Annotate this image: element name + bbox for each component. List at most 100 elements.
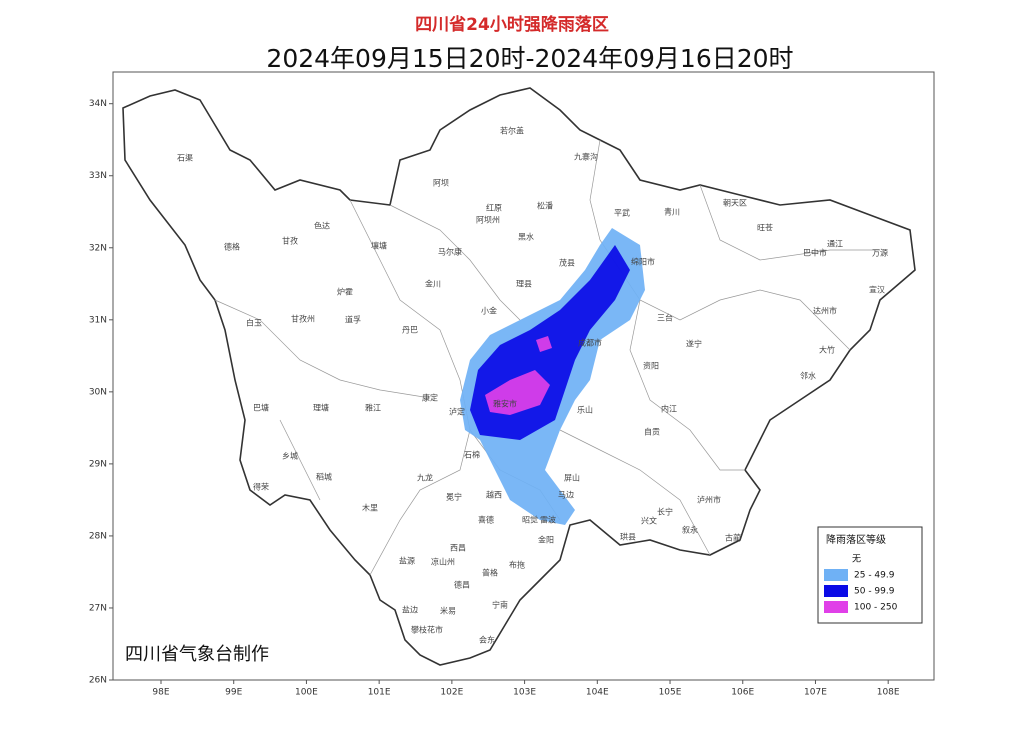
place-label: 古蔺: [725, 533, 741, 543]
place-label: 朝天区: [723, 199, 747, 208]
place-label: 稻城: [316, 472, 332, 482]
place-label: 色达: [314, 221, 330, 231]
place-label: 金川: [425, 279, 441, 289]
x-tick-label: 108E: [877, 688, 900, 698]
place-label: 丹巴: [402, 326, 418, 335]
legend-label: 50 - 99.9: [854, 587, 895, 597]
place-label: 旺苍: [757, 223, 773, 233]
place-label: 遂宁: [686, 339, 702, 349]
x-tick-label: 101E: [368, 688, 391, 698]
place-label: 成都市: [578, 338, 602, 348]
place-label: 小金: [481, 306, 497, 316]
place-label: 白玉: [246, 318, 262, 328]
place-label: 喜德: [478, 515, 494, 525]
x-tick-label: 99E: [225, 688, 242, 698]
y-tick-label: 33N: [89, 171, 107, 181]
place-label: 石棉: [464, 450, 480, 460]
x-tick-label: 102E: [440, 688, 463, 698]
x-tick-label: 107E: [804, 688, 827, 698]
place-label: 兴文: [641, 516, 657, 526]
place-label: 资阳: [643, 361, 659, 371]
legend-swatch: [824, 569, 848, 581]
place-label: 若尔盖: [500, 126, 524, 136]
legend-label: 无: [852, 554, 861, 565]
place-label: 壤塘: [371, 241, 387, 251]
place-label: 康定: [422, 393, 438, 403]
x-tick-label: 98E: [152, 688, 169, 698]
place-label: 盐源: [399, 556, 415, 566]
place-label: 内江: [661, 404, 677, 414]
title: 四川省24小时强降雨落区: [415, 14, 609, 35]
x-tick-label: 103E: [513, 688, 536, 698]
place-label: 叙永: [682, 525, 698, 535]
y-tick-label: 32N: [89, 243, 107, 253]
rain-area: [485, 370, 550, 415]
place-label: 松潘: [537, 201, 553, 211]
y-tick-label: 26N: [89, 676, 107, 686]
y-tick-label: 30N: [89, 387, 107, 397]
legend-title: 降雨落区等级: [826, 533, 886, 546]
subtitle: 2024年09月15日20时-2024年09月16日20时: [266, 44, 793, 73]
place-label: 昭觉: [522, 515, 538, 525]
place-label: 雅安市: [493, 399, 517, 409]
place-label: 金阳: [538, 535, 554, 545]
place-label: 甘孜州: [291, 314, 315, 324]
place-label: 道孚: [345, 315, 361, 325]
place-label: 会东: [479, 635, 495, 645]
place-label: 达州市: [813, 306, 837, 316]
y-tick-label: 31N: [89, 315, 107, 325]
place-label: 米易: [440, 606, 456, 616]
place-label: 黑水: [518, 232, 534, 242]
place-label: 越西: [486, 490, 502, 500]
place-label: 甘孜: [282, 236, 298, 246]
place-label: 九龙: [417, 473, 433, 483]
legend-swatch: [824, 601, 848, 613]
credit: 四川省气象台制作: [125, 644, 269, 665]
place-label: 马边: [558, 490, 574, 500]
place-label: 茂县: [559, 258, 575, 268]
place-label: 马尔康: [438, 247, 462, 257]
x-tick-label: 106E: [731, 688, 754, 698]
place-label: 木里: [362, 503, 378, 513]
legend-label: 100 - 250: [854, 603, 898, 613]
place-label: 德格: [224, 242, 240, 252]
place-label: 三台: [657, 313, 673, 323]
place-label: 巴塘: [253, 403, 269, 413]
place-label: 布拖: [509, 560, 525, 570]
place-label: 九寨沟: [574, 152, 598, 162]
place-label: 平武: [614, 208, 630, 218]
place-label: 雅江: [365, 403, 381, 413]
place-label: 大竹: [819, 345, 835, 355]
rain-area: [536, 336, 552, 352]
place-label: 泸州市: [697, 495, 721, 505]
place-label: 阿坝州: [476, 216, 500, 225]
place-label: 炉霍: [337, 287, 353, 297]
place-label: 盐边: [402, 605, 418, 615]
place-label: 石渠: [177, 153, 193, 163]
y-tick-label: 34N: [89, 99, 107, 109]
place-label: 普格: [482, 568, 498, 578]
place-label: 万源: [872, 249, 888, 258]
place-label: 珙县: [620, 532, 636, 542]
place-label: 长宁: [657, 507, 673, 517]
rain-areas: [460, 228, 645, 525]
place-label: 红原: [486, 203, 502, 213]
place-label: 宁南: [492, 600, 508, 610]
place-label: 宣汉: [869, 285, 885, 295]
legend-swatch: [824, 585, 848, 597]
x-tick-label: 105E: [659, 688, 682, 698]
place-label: 乐山: [577, 405, 593, 415]
y-tick-label: 29N: [89, 459, 107, 469]
place-label: 自贡: [644, 427, 660, 437]
place-label: 凉山州: [431, 557, 455, 567]
place-label: 雷波: [540, 515, 556, 525]
place-label: 乡城: [282, 452, 298, 461]
place-label: 德昌: [454, 580, 470, 590]
y-tick-label: 27N: [89, 603, 107, 613]
place-label: 绵阳市: [631, 257, 655, 267]
place-label: 阿坝: [433, 179, 449, 188]
place-label: 通江: [827, 239, 843, 249]
legend-label: 25 - 49.9: [854, 571, 895, 581]
y-tick-label: 28N: [89, 531, 107, 541]
